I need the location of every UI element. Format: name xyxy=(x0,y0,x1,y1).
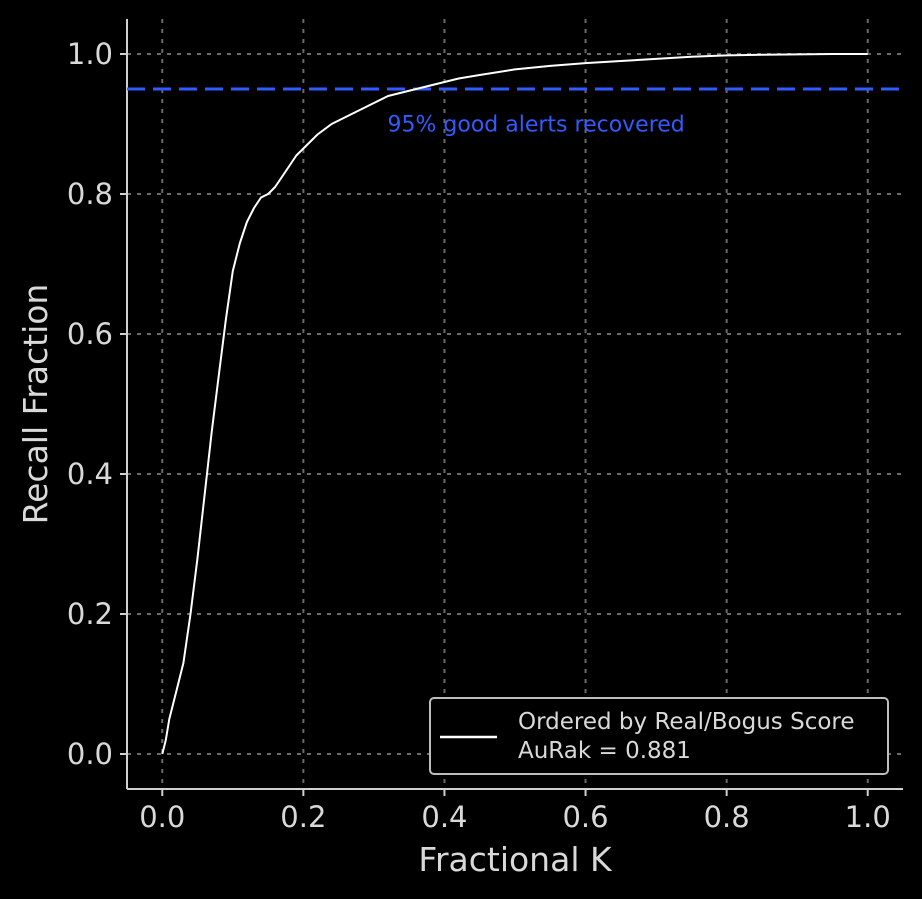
x-tick-label: 1.0 xyxy=(845,800,891,834)
threshold-annotation: 95% good alerts recovered xyxy=(388,113,685,138)
y-tick-label: 0.2 xyxy=(67,597,113,631)
x-tick-label: 0.0 xyxy=(139,800,185,834)
legend-entry-label: Ordered by Real/Bogus Score xyxy=(518,709,855,735)
x-tick-label: 0.4 xyxy=(421,800,467,834)
series-line xyxy=(161,53,868,755)
series-lines xyxy=(161,53,868,755)
y-tick-label: 0.8 xyxy=(67,177,113,211)
x-tick-label: 0.8 xyxy=(704,800,750,834)
y-tick-label: 0.4 xyxy=(67,457,113,491)
y-axis-label: Recall Fraction xyxy=(16,284,55,525)
axes-spines xyxy=(126,19,903,790)
x-axis-ticks: 0.0 0.2 0.4 0.6 0.8 1.0 xyxy=(139,789,891,834)
legend: Ordered by Real/Bogus Score AuRak = 0.88… xyxy=(429,697,889,775)
y-tick-label: 0.6 xyxy=(67,317,113,351)
y-axis-ticks: 0.0 0.2 0.4 0.6 0.8 1.0 xyxy=(67,37,127,771)
legend-aurak-label: AuRak = 0.881 xyxy=(518,738,691,764)
y-tick-label: 1.0 xyxy=(67,37,113,71)
x-axis-label: Fractional K xyxy=(418,840,613,879)
x-tick-label: 0.2 xyxy=(280,800,326,834)
legend-box xyxy=(429,697,889,775)
y-tick-label: 0.0 xyxy=(67,737,113,771)
x-tick-label: 0.6 xyxy=(562,800,608,834)
grid xyxy=(127,19,903,789)
